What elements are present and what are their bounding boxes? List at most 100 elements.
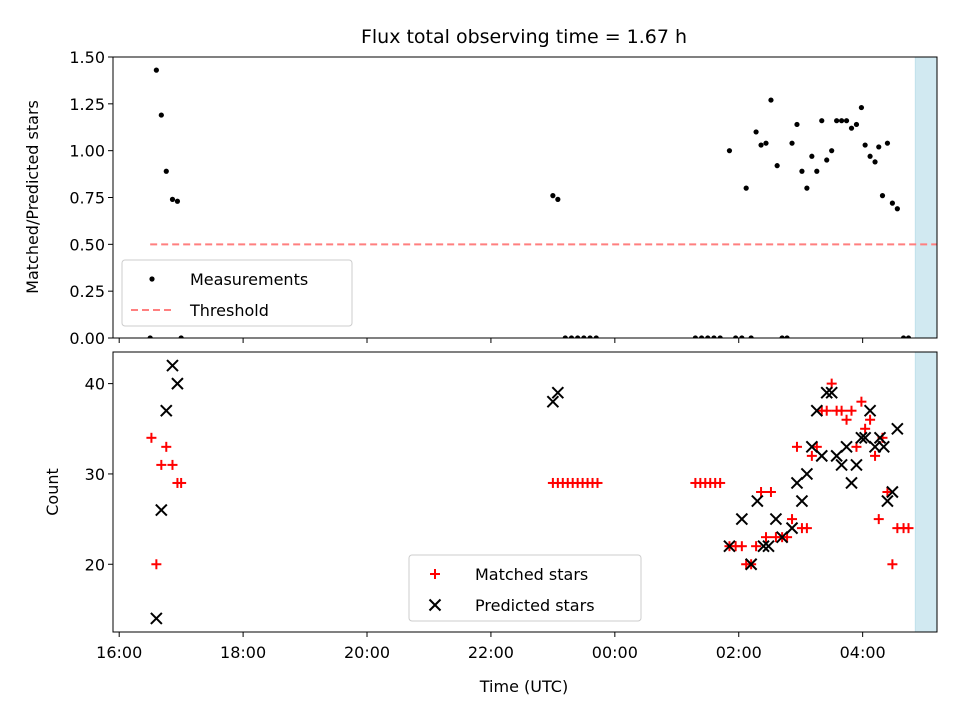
predicted-star-point xyxy=(171,377,184,390)
measurement-point xyxy=(733,335,739,338)
measurement-point xyxy=(550,193,556,199)
predicted-star-point xyxy=(160,404,173,417)
measurement-point xyxy=(784,335,790,338)
measurement-point xyxy=(867,153,873,159)
measurement-point xyxy=(717,335,723,338)
predicted-star-point xyxy=(855,431,868,445)
bottom-y-axis-label: Count xyxy=(43,468,62,516)
legend-top: Measurements Threshold xyxy=(121,259,353,327)
chart-title: Flux total observing time = 1.67 h xyxy=(361,26,687,48)
measurement-point xyxy=(804,185,810,191)
predicted-star-point xyxy=(790,476,804,490)
predicted-star-point xyxy=(805,440,819,454)
predicted-star-point xyxy=(881,494,894,508)
measurement-point xyxy=(768,97,774,103)
matched-star-point xyxy=(882,487,893,497)
measurement-point xyxy=(748,335,754,338)
x-tick-label: 04:00 xyxy=(840,643,886,662)
matched-star-point xyxy=(846,405,857,416)
predicted-star-point xyxy=(863,404,877,417)
measurement-point xyxy=(174,198,181,204)
y-tick-label: 1.50 xyxy=(69,48,105,67)
matched-star-point xyxy=(865,414,876,425)
matched-star-point xyxy=(146,432,157,443)
x-tick-label: 00:00 xyxy=(592,643,638,662)
measurement-point xyxy=(698,335,705,338)
predicted-star-point xyxy=(886,485,899,499)
measurement-point xyxy=(789,140,795,146)
measurement-point xyxy=(774,163,780,169)
predicted-star-point xyxy=(800,467,814,481)
legend-label: Predicted stars xyxy=(475,596,595,615)
matched-star-point xyxy=(156,459,167,470)
measurement-point xyxy=(829,148,835,154)
measurement-point xyxy=(809,153,815,159)
plot-area-bottom xyxy=(146,352,937,632)
predicted-star-point xyxy=(551,386,565,399)
matched-star-point xyxy=(765,487,776,497)
matched-star-point xyxy=(870,450,881,461)
x-tick: 20:00 xyxy=(344,632,390,662)
measurement-point xyxy=(905,335,912,338)
x-tick-label: 22:00 xyxy=(468,643,514,662)
x-tick: 02:00 xyxy=(716,632,762,662)
measurement-point xyxy=(843,118,850,124)
predicted-star-point xyxy=(835,458,848,472)
measurement-point xyxy=(862,142,868,148)
predicted-star-point xyxy=(840,440,853,454)
predicted-star-point xyxy=(785,521,799,535)
legend-box xyxy=(408,554,642,622)
measurement-point xyxy=(763,140,769,146)
x-tick: 04:00 xyxy=(840,632,886,662)
predicted-star-point xyxy=(155,503,168,517)
predicted-star-point xyxy=(775,530,789,544)
y-tick: 0.25 xyxy=(69,282,113,301)
measurement-point xyxy=(819,118,825,124)
measurement-point xyxy=(872,159,878,165)
y-tick-label: 0.00 xyxy=(69,329,105,348)
measurement-point xyxy=(739,335,745,338)
matched-star-point xyxy=(841,414,852,425)
matched-star-point xyxy=(751,541,762,552)
measurement-point xyxy=(178,335,184,338)
measurement-point xyxy=(147,335,153,338)
predicted-star-point xyxy=(850,458,863,472)
measurement-point xyxy=(853,121,860,128)
measurement-point xyxy=(799,168,805,174)
measurement-point xyxy=(879,193,886,199)
y-tick-label: 30 xyxy=(85,465,105,484)
measurement-point xyxy=(848,125,855,131)
matched-star-point xyxy=(787,514,798,525)
y-tick: 1.25 xyxy=(69,95,113,114)
measurement-point xyxy=(593,335,599,338)
predicted-star-point xyxy=(820,386,833,399)
matched-star-point xyxy=(161,441,172,452)
measurement-point xyxy=(824,157,830,163)
predicted-star-point xyxy=(757,539,770,553)
measurement-point xyxy=(163,168,169,174)
predicted-star-point xyxy=(166,359,179,372)
measurement-point xyxy=(575,335,581,338)
predicted-star-point xyxy=(735,512,749,526)
measurement-point xyxy=(876,144,882,150)
y-tick-label: 1.00 xyxy=(69,142,105,161)
y-tick-label: 20 xyxy=(85,555,105,574)
measurement-point xyxy=(794,121,800,128)
predicted-star-point xyxy=(769,512,783,526)
matched-star-point xyxy=(836,405,847,416)
predicted-star-point xyxy=(762,539,775,553)
matched-star-point xyxy=(761,532,772,543)
y-tick: 0.50 xyxy=(69,235,113,254)
predicted-star-point xyxy=(751,494,764,508)
highlight-span xyxy=(914,57,937,338)
predicted-star-point xyxy=(723,539,736,553)
measurement-point xyxy=(581,335,587,338)
y-tick-label: 1.25 xyxy=(69,95,105,114)
y-tick-label: 0.75 xyxy=(69,189,105,208)
predicted-star-point xyxy=(825,386,838,399)
legend-label: Matched stars xyxy=(475,565,588,584)
measurement-point xyxy=(692,335,698,338)
measurement-point xyxy=(705,335,711,338)
predicted-star-point xyxy=(810,404,824,417)
